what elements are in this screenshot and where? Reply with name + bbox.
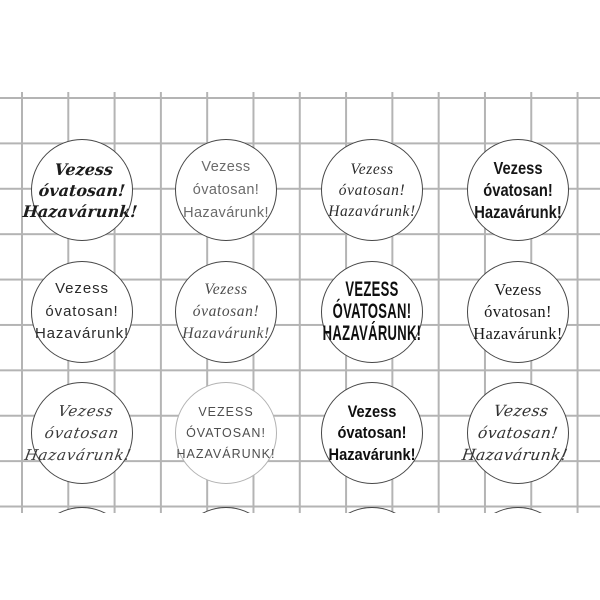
- sticker-line: VEZESS: [345, 278, 399, 301]
- sticker-line: óvatosan: [43, 424, 121, 442]
- sticker-line: óvatosan!: [45, 302, 119, 320]
- sticker-r1c4: Vezess óvatosan! Hazavárunk!: [467, 139, 569, 241]
- sticker-line: Hazavárunk!: [474, 202, 562, 222]
- sticker-text: Vezess óvatosan! Hazavárunk!: [176, 140, 276, 240]
- sticker-line: Vezess: [55, 280, 109, 298]
- sticker-r2c3: VEZESS ÓVATOSAN! HAZAVÁRUNK!: [321, 261, 423, 363]
- sticker-line: Hazavárunk!: [328, 202, 416, 220]
- sticker-line: Hazavárunk!: [23, 446, 134, 464]
- sticker-text: Vezess óvatosan! Hazavárunk!: [474, 140, 562, 240]
- sticker-r3c2: VEZESS ÓVATOSAN! HAZAVÁRUNK!: [175, 382, 277, 484]
- sticker-line: Hazavárunk!: [328, 444, 416, 464]
- sticker-line: Vezess: [493, 158, 543, 178]
- sticker-line: Hazavárunk!: [34, 325, 130, 343]
- sticker-line: Vezess: [56, 402, 116, 420]
- sticker-line: Hazavárunk!: [460, 446, 569, 464]
- sticker-line: óvatosan!: [37, 180, 127, 200]
- sticker-line: Hazavárunk!: [182, 325, 270, 342]
- sticker-line: Hazavárunk!: [22, 201, 139, 221]
- sticker-text: Vezess óvatosan Hazavárunk!: [23, 383, 141, 483]
- sticker-r1c1: Vezess óvatosan! Hazavárunk!: [22, 139, 138, 241]
- sticker-line: óvatosan!: [476, 424, 560, 442]
- sticker-r2c2: Vezess óvatosan! Hazavárunk!: [175, 261, 277, 363]
- sticker-text: Vezess óvatosan! Hazavárunk!: [22, 140, 138, 240]
- sticker-line: ÓVATOSAN!: [332, 300, 412, 323]
- sticker-line: Vezess: [347, 401, 397, 421]
- sticker-r2c4: Vezess óvatosan! Hazavárunk!: [467, 261, 569, 363]
- sticker-line: HAZAVÁRUNK!: [322, 322, 422, 345]
- sheet-bottom-margin: [0, 513, 600, 600]
- sticker-line: Vezess: [350, 160, 394, 178]
- sticker-line: Vezess: [492, 402, 550, 420]
- sticker-line: Vezess: [53, 159, 114, 179]
- sticker-text: VEZESS ÓVATOSAN! HAZAVÁRUNK!: [323, 262, 421, 362]
- sticker-r3c1: Vezess óvatosan Hazavárunk!: [23, 382, 133, 484]
- sticker-line: óvatosan!: [192, 303, 260, 320]
- sticker-line: Vezess: [494, 280, 542, 299]
- sticker-line: ÓVATOSAN!: [186, 425, 266, 440]
- sticker-text: Vezess óvatosan! Hazavárunk!: [328, 383, 416, 483]
- sticker-text: Vezess óvatosan! Hazavárunk!: [322, 140, 422, 240]
- sticker-line: Vezess: [204, 281, 248, 298]
- sticker-line: óvatosan!: [337, 423, 407, 443]
- sticker-line: óvatosan!: [484, 302, 552, 321]
- sticker-line: Vezess: [201, 158, 251, 175]
- sticker-line: VEZESS: [198, 404, 254, 419]
- sticker-r3c3: Vezess óvatosan! Hazavárunk!: [321, 382, 423, 484]
- sticker-line: Hazavárunk!: [183, 204, 269, 221]
- sticker-text: Vezess óvatosan! Hazavárunk!: [461, 383, 575, 483]
- sticker-text: Vezess óvatosan! Hazavárunk!: [468, 262, 568, 362]
- sticker-line: óvatosan!: [338, 181, 406, 199]
- sticker-line: HAZAVÁRUNK!: [176, 446, 276, 461]
- sticker-r3c4: Vezess óvatosan! Hazavárunk!: [461, 382, 569, 484]
- sticker-r2c1: Vezess óvatosan! Hazavárunk!: [31, 261, 133, 363]
- sticker-line: óvatosan!: [192, 181, 260, 198]
- sticker-text: Vezess óvatosan! Hazavárunk!: [32, 262, 132, 362]
- sticker-line: Hazavárunk!: [473, 324, 563, 343]
- sticker-r1c3: Vezess óvatosan! Hazavárunk!: [321, 139, 423, 241]
- sticker-text: VEZESS ÓVATOSAN! HAZAVÁRUNK!: [176, 383, 276, 483]
- sticker-r1c2: Vezess óvatosan! Hazavárunk!: [175, 139, 277, 241]
- sticker-text: Vezess óvatosan! Hazavárunk!: [176, 262, 276, 362]
- sticker-line: óvatosan!: [483, 180, 553, 200]
